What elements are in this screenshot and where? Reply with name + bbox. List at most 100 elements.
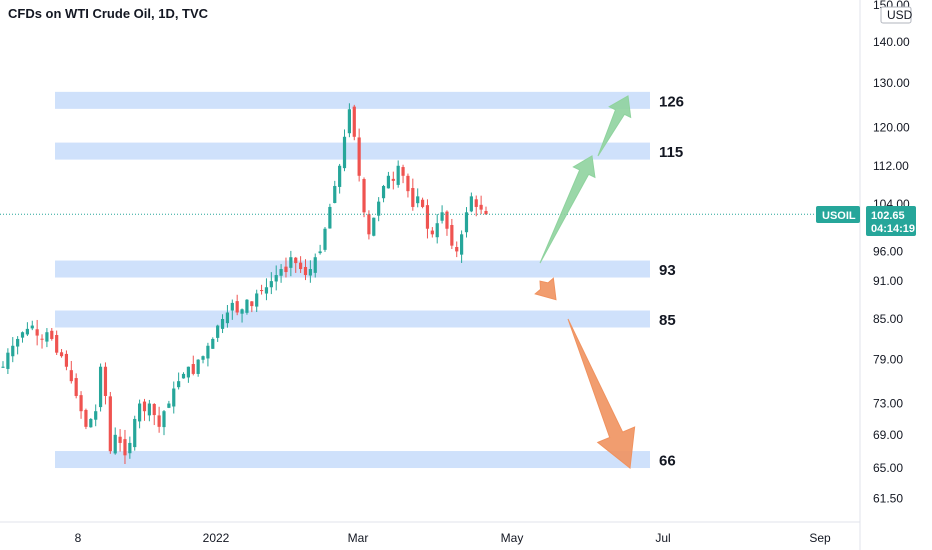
symbol-tag: USOIL (816, 206, 860, 223)
currency-badge[interactable]: USD (880, 6, 913, 24)
candle-body (94, 411, 98, 420)
price-tick-label: 91.00 (873, 274, 903, 288)
level-label: 85 (659, 312, 676, 329)
candle-body (386, 175, 391, 189)
time-axis[interactable]: 8 2022 Mar May Jul Sep (75, 531, 831, 545)
candle-body (20, 332, 25, 338)
candle-body (435, 223, 439, 238)
time-tick-label: Jul (655, 531, 670, 545)
candle-body (74, 378, 78, 396)
candle-body (55, 335, 59, 353)
candle-body (172, 388, 176, 407)
time-tick-label: May (501, 531, 524, 545)
level-label: 66 (659, 453, 676, 470)
level-label: 115 (659, 144, 683, 161)
candle-body (464, 212, 469, 233)
candle-body (367, 214, 371, 235)
candle-body (196, 359, 200, 374)
candle-body (118, 436, 122, 443)
last-price-value: 102.65 (871, 210, 905, 222)
price-tick-label: 79.00 (873, 353, 903, 367)
candle-body (152, 404, 156, 416)
candle-body (123, 439, 127, 456)
candle-body (377, 201, 381, 216)
candle-body (211, 338, 215, 349)
candle-body (103, 366, 108, 396)
scenario-arrow (539, 155, 596, 264)
candle-body (357, 137, 361, 176)
candle-body (235, 301, 239, 313)
level-zone (55, 142, 650, 160)
candle-body (142, 401, 147, 412)
chart-title: CFDs on WTI Crude Oil, 1D, TVC (8, 6, 209, 21)
candle-body (269, 281, 273, 288)
candle-body (69, 370, 73, 382)
candle-body (430, 230, 434, 235)
price-tick-label: 73.00 (873, 397, 903, 411)
symbol-label: USOIL (822, 210, 856, 222)
candle-body (35, 329, 39, 336)
time-tick-label: Sep (809, 531, 831, 545)
candle-body (45, 332, 49, 342)
scenario-arrow (534, 277, 557, 301)
candle-body (333, 185, 337, 203)
candle-body (162, 411, 166, 428)
candle-body (313, 257, 317, 273)
candle-body (30, 325, 34, 329)
candle-body (450, 225, 454, 246)
time-tick-label: 2022 (203, 531, 230, 545)
support-resistance-zones (55, 91, 650, 469)
candle-body (177, 381, 181, 388)
candle-body (6, 352, 10, 369)
countdown-timer: 04:14:19 (871, 223, 915, 235)
candle-body (474, 199, 478, 207)
candle-body (425, 205, 430, 229)
candle-body (84, 409, 88, 427)
level-zone (55, 260, 650, 278)
candle-body (191, 364, 195, 374)
price-tick-label: 140.00 (873, 35, 910, 49)
candle-body (318, 251, 322, 254)
candle-body (469, 196, 473, 212)
price-tick-label: 61.50 (873, 492, 903, 506)
candle-body (64, 353, 69, 367)
candle-body (11, 345, 15, 357)
candle-body (167, 403, 171, 408)
candle-body (59, 352, 64, 357)
price-tick-label: 130.00 (873, 76, 910, 90)
candle-body (284, 266, 288, 273)
price-tick-label: 85.00 (873, 312, 903, 326)
scenario-arrow (597, 95, 632, 157)
price-tick-label: 120.00 (873, 120, 910, 134)
candle-body (128, 442, 132, 454)
candle-body (289, 257, 293, 268)
level-zone (55, 451, 650, 469)
scenario-arrow (567, 318, 636, 469)
candle-body (308, 269, 312, 276)
candle-body (108, 396, 112, 452)
candle-body (328, 206, 332, 229)
candle-body (342, 136, 347, 169)
candle-body (89, 418, 93, 428)
candle-body (40, 338, 44, 340)
candle-body (255, 293, 259, 307)
candle-body (264, 287, 269, 294)
candle-body (401, 167, 405, 176)
candle-body (347, 109, 351, 134)
candle-body (220, 318, 225, 329)
candle-body (294, 257, 298, 264)
candle-body (1, 366, 5, 368)
candle-body (323, 228, 327, 250)
candle-body (113, 434, 117, 454)
candle-body (50, 330, 54, 339)
currency-label: USD (887, 8, 913, 22)
candle-body (250, 301, 254, 307)
price-axis[interactable]: 140.00 130.00 120.00 112.00 96.00 91.00 85.00 7… (873, 35, 910, 506)
candle-body (372, 217, 376, 236)
candle-body (406, 175, 410, 192)
candle-body (230, 302, 234, 311)
candle-body (391, 178, 395, 181)
candle-body (460, 234, 464, 255)
candle-body (303, 266, 308, 276)
